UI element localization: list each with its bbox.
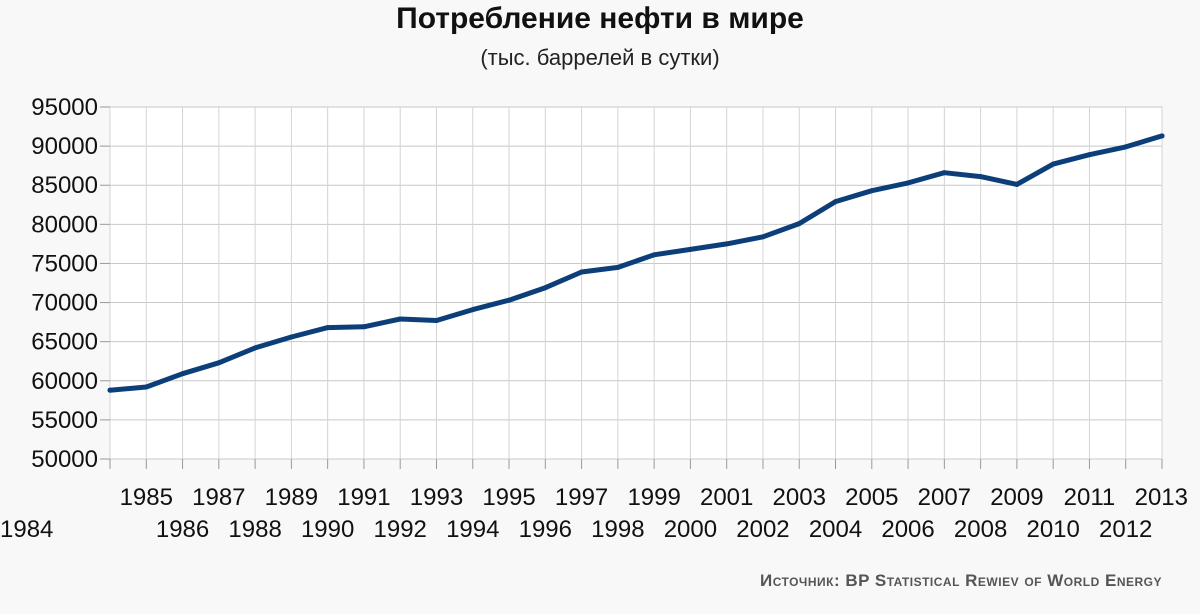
x-tick-label: 2012 — [1099, 516, 1152, 543]
x-tick-label: 2010 — [1026, 516, 1079, 543]
x-tick-label: 1997 — [555, 484, 608, 511]
y-tick-label: 80000 — [31, 211, 98, 238]
series-line — [107, 133, 1165, 393]
x-tick-label: 1994 — [446, 516, 499, 543]
data-point-1993 — [433, 318, 439, 324]
data-point-2005 — [869, 188, 875, 194]
x-tick-label: 2009 — [990, 484, 1043, 511]
data-point-2004 — [833, 199, 839, 205]
x-tick-label: 1984 — [0, 516, 53, 543]
x-tick-label: 1993 — [410, 484, 463, 511]
data-point-1992 — [397, 316, 403, 322]
x-tick-label: 1989 — [265, 484, 318, 511]
data-point-2008 — [978, 174, 984, 180]
data-point-2007 — [941, 170, 947, 176]
x-tick-label: 1995 — [482, 484, 535, 511]
chart-subtitle: (тыс. баррелей в сутки) — [480, 45, 720, 70]
y-tick-label: 75000 — [31, 250, 98, 277]
y-tick-label: 55000 — [31, 407, 98, 434]
y-tick-label: 85000 — [31, 172, 98, 199]
data-point-1987 — [216, 360, 222, 366]
x-tick-label: 1988 — [228, 516, 281, 543]
data-point-2001 — [724, 241, 730, 247]
x-tick-label: 1996 — [519, 516, 572, 543]
data-point-1994 — [470, 307, 476, 313]
x-tick-label: 1986 — [156, 516, 209, 543]
data-point-1989 — [288, 334, 294, 340]
chart-title: Потребление нефти в мире — [396, 2, 804, 35]
x-tick-label: 2000 — [664, 516, 717, 543]
x-tick-label: 1998 — [591, 516, 644, 543]
data-point-2009 — [1014, 181, 1020, 187]
data-point-2000 — [687, 246, 693, 252]
y-tick-label: 95000 — [31, 94, 98, 121]
data-point-1998 — [615, 264, 621, 270]
x-axis: 1984 1985 1986 1987 1988 1989 1990 1991 1992 1993… — [0, 459, 1188, 543]
x-tick-label: 2013 — [1135, 484, 1188, 511]
data-point-1991 — [361, 324, 367, 330]
x-tick-label: 1987 — [192, 484, 245, 511]
x-tick-label: 1999 — [627, 484, 680, 511]
data-point-2002 — [760, 234, 766, 240]
y-tick-label: 50000 — [31, 446, 98, 473]
data-point-1986 — [180, 371, 186, 377]
data-point-1988 — [252, 345, 258, 351]
x-tick-label: 1990 — [301, 516, 354, 543]
data-point-2012 — [1123, 144, 1129, 150]
y-axis: 50000 55000 60000 65000 70000 75000 80000 85000… — [31, 94, 110, 473]
data-point-1995 — [506, 297, 512, 303]
data-point-2006 — [905, 180, 911, 186]
x-tick-label: 2008 — [954, 516, 1007, 543]
data-point-1997 — [579, 269, 585, 275]
x-tick-label: 2007 — [918, 484, 971, 511]
x-tick-label: 2003 — [773, 484, 826, 511]
data-point-2011 — [1086, 152, 1092, 158]
x-tick-label: 2004 — [809, 516, 862, 543]
y-tick-label: 60000 — [31, 368, 98, 395]
y-tick-label: 70000 — [31, 290, 98, 317]
data-point-2013 — [1159, 133, 1165, 139]
x-tick-label: 2006 — [881, 516, 934, 543]
data-points — [107, 133, 1165, 393]
y-tick-label: 65000 — [31, 329, 98, 356]
data-point-1984 — [107, 387, 113, 393]
x-tick-label: 1985 — [120, 484, 173, 511]
x-tick-label: 2005 — [845, 484, 898, 511]
x-tick-label: 1992 — [374, 516, 427, 543]
data-point-2003 — [796, 221, 802, 227]
y-tick-label: 90000 — [31, 133, 98, 160]
x-tick-label: 2001 — [700, 484, 753, 511]
data-point-1985 — [143, 384, 149, 390]
x-tick-label: 1991 — [337, 484, 390, 511]
grid-lines — [109, 106, 1163, 460]
data-point-1990 — [325, 325, 331, 331]
plot-area — [109, 106, 1163, 460]
source-note: Источник: BP Statistical Rewiev of World… — [759, 571, 1162, 590]
data-point-1996 — [542, 285, 548, 291]
data-point-1999 — [651, 252, 657, 258]
data-point-2010 — [1050, 161, 1056, 167]
x-tick-label: 2011 — [1064, 484, 1116, 511]
x-tick-label: 2002 — [736, 516, 789, 543]
